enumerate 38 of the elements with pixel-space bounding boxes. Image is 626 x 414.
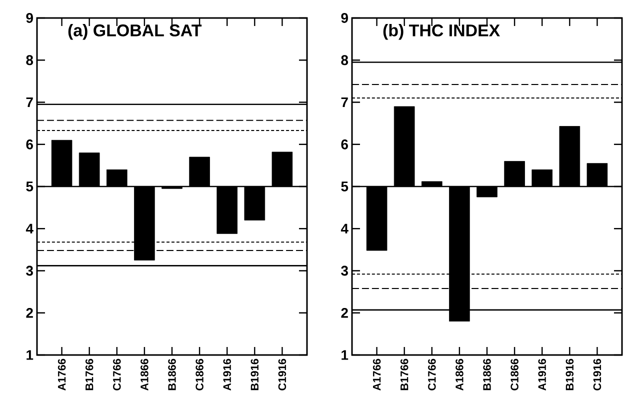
y-tick-label: 1 — [342, 350, 348, 360]
y-tick-label: 7 — [26, 97, 33, 108]
y-tick-label: 6 — [341, 139, 348, 150]
y-tick-label: 9 — [341, 13, 348, 23]
x-tick-label: B1916 — [250, 358, 259, 390]
chart-title: (a) GLOBAL SAT — [68, 24, 202, 40]
y-tick-label: 4 — [340, 224, 348, 234]
y-tick-label: 2 — [26, 308, 33, 318]
x-tick-label: C1766 — [428, 358, 436, 390]
y-tick-label: 5 — [26, 182, 34, 192]
x-tick-label: B1866 — [483, 358, 491, 390]
x-tick-label: A1766 — [372, 358, 381, 391]
y-tick-label: 3 — [26, 266, 33, 276]
y-tick-label: 1 — [26, 350, 34, 360]
y-tick-label: 8 — [26, 55, 34, 66]
x-tick-label: C1916 — [593, 358, 602, 390]
x-tick-label: B1866 — [168, 358, 176, 390]
x-tick-label: A1916 — [223, 358, 231, 391]
x-tick-label: B1766 — [85, 358, 94, 390]
y-tick-label: 8 — [341, 55, 348, 66]
x-tick-label: A1866 — [140, 358, 148, 391]
y-tick-label: 4 — [26, 224, 34, 234]
x-tick-label: A1866 — [456, 358, 464, 391]
x-tick-label: C1866 — [510, 358, 518, 390]
y-tick-label: 2 — [341, 308, 348, 318]
x-tick-label: C1916 — [278, 358, 286, 390]
x-tick-label: A1916 — [538, 358, 546, 391]
y-tick-label: 6 — [26, 139, 33, 150]
x-tick-label: B1766 — [400, 358, 408, 390]
y-tick-label: 5 — [341, 182, 348, 192]
y-tick-label: 9 — [26, 13, 33, 23]
x-tick-label: B1916 — [566, 358, 574, 390]
x-tick-label: A1766 — [58, 358, 66, 391]
y-tick-label: 3 — [341, 266, 348, 276]
x-tick-label: C1766 — [113, 358, 121, 390]
x-tick-label: C1866 — [196, 358, 204, 390]
chart-title: (b) THC INDEX — [383, 24, 500, 40]
y-tick-label: 7 — [341, 97, 348, 108]
